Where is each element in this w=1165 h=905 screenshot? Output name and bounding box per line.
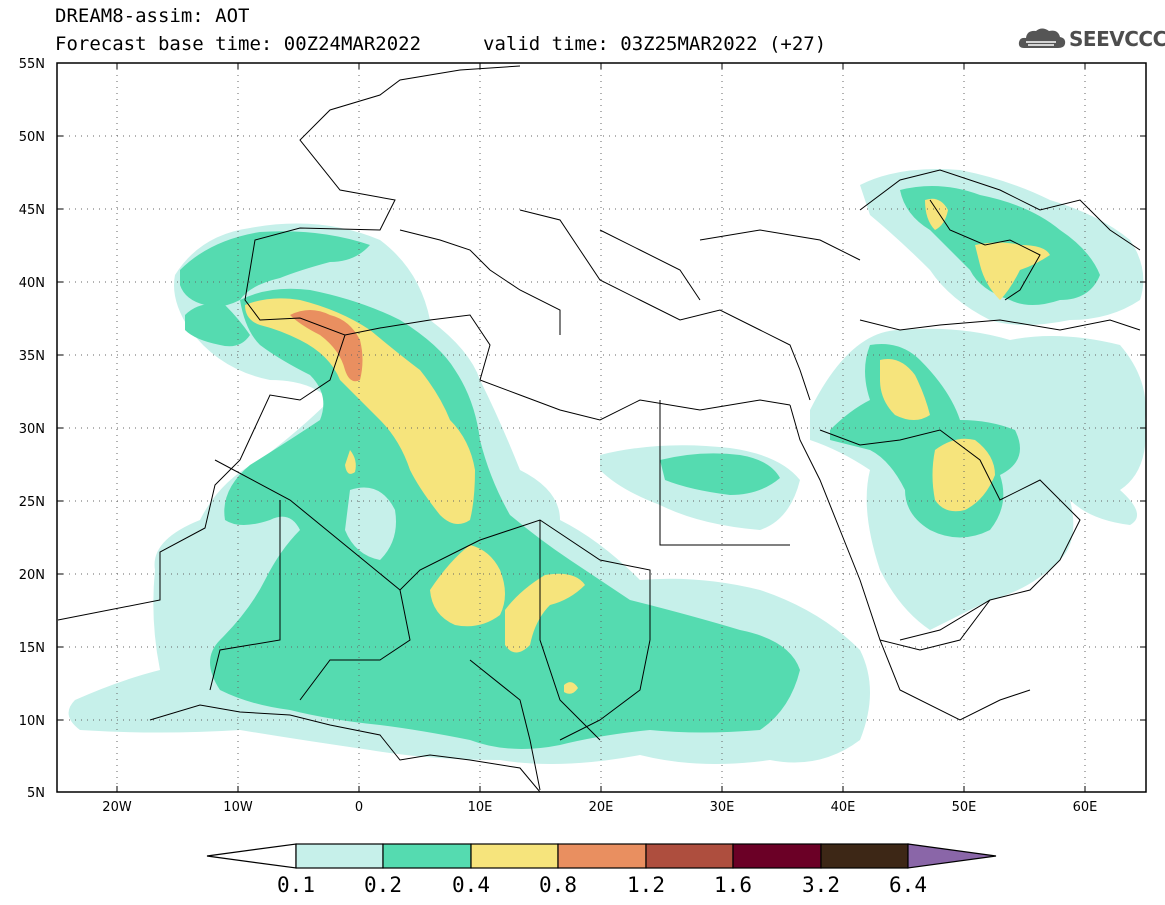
lat-label: 55N [19, 57, 45, 72]
colorbar-label: 0.1 [277, 873, 315, 897]
lat-label: 40N [19, 276, 45, 291]
lat-label: 50N [19, 130, 45, 145]
cloud-logo-icon [1018, 28, 1066, 48]
colorbar-label: 6.4 [889, 873, 927, 897]
lon-label: 20W [102, 800, 132, 815]
lon-label: 10E [468, 800, 493, 815]
lon-label: 60E [1073, 800, 1098, 815]
aot-shading [68, 169, 1146, 765]
lon-label: 10W [223, 800, 253, 815]
lat-label: 10N [19, 714, 45, 729]
lon-label: 20E [589, 800, 614, 815]
colorbar-label: 0.8 [539, 873, 577, 897]
lon-label: 0 [355, 800, 363, 815]
valid-time: valid time: 03Z25MAR2022 (+27) [483, 33, 827, 55]
colorbar-swatch [820, 843, 909, 869]
colorbar-label: 1.6 [714, 873, 752, 897]
lon-label: 50E [952, 800, 977, 815]
colorbar-swatch [732, 843, 822, 869]
lat-label: 45N [19, 203, 45, 218]
colorbar-swatch [295, 843, 384, 869]
longitude-labels: 20W 10W 0 10E 20E 30E 40E 50E 60E [102, 800, 1097, 815]
colorbar-under-arrow [206, 843, 297, 869]
lon-label: 40E [831, 800, 856, 815]
lat-label: 5N [27, 786, 45, 801]
coastlines [57, 65, 1141, 792]
lat-label: 15N [19, 641, 45, 656]
aot-level-0.8 [290, 310, 363, 382]
latitude-labels: 55N 50N 45N 40N 35N 30N 25N 20N 15N 10N … [19, 57, 45, 801]
lon-label: 30E [710, 800, 735, 815]
colorbar-swatch [645, 843, 734, 869]
colorbar-swatch [382, 843, 472, 869]
logo-text: SEEVCCC [1069, 27, 1165, 51]
seevccc-logo: SEEVCCC [1018, 26, 1165, 52]
colorbar-over-arrow [907, 843, 997, 869]
lat-label: 25N [19, 495, 45, 510]
colorbar-label: 0.2 [364, 873, 402, 897]
colorbar-label: 1.2 [627, 873, 665, 897]
colorbar-swatch [557, 843, 647, 869]
map-title: DREAM8-assim: AOT [55, 5, 250, 27]
colorbar-label: 0.4 [452, 873, 490, 897]
lat-label: 30N [19, 422, 45, 437]
colorbar [206, 843, 997, 869]
lat-ticks [57, 62, 1146, 721]
colorbar-label: 3.2 [802, 873, 840, 897]
aot-level-0.4 [245, 198, 1050, 694]
forecast-base-time: Forecast base time: 00Z24MAR2022 [55, 33, 422, 55]
lon-ticks [116, 63, 1086, 792]
colorbar-swatch [470, 843, 559, 869]
lat-label: 20N [19, 568, 45, 583]
lat-label: 35N [19, 349, 45, 364]
